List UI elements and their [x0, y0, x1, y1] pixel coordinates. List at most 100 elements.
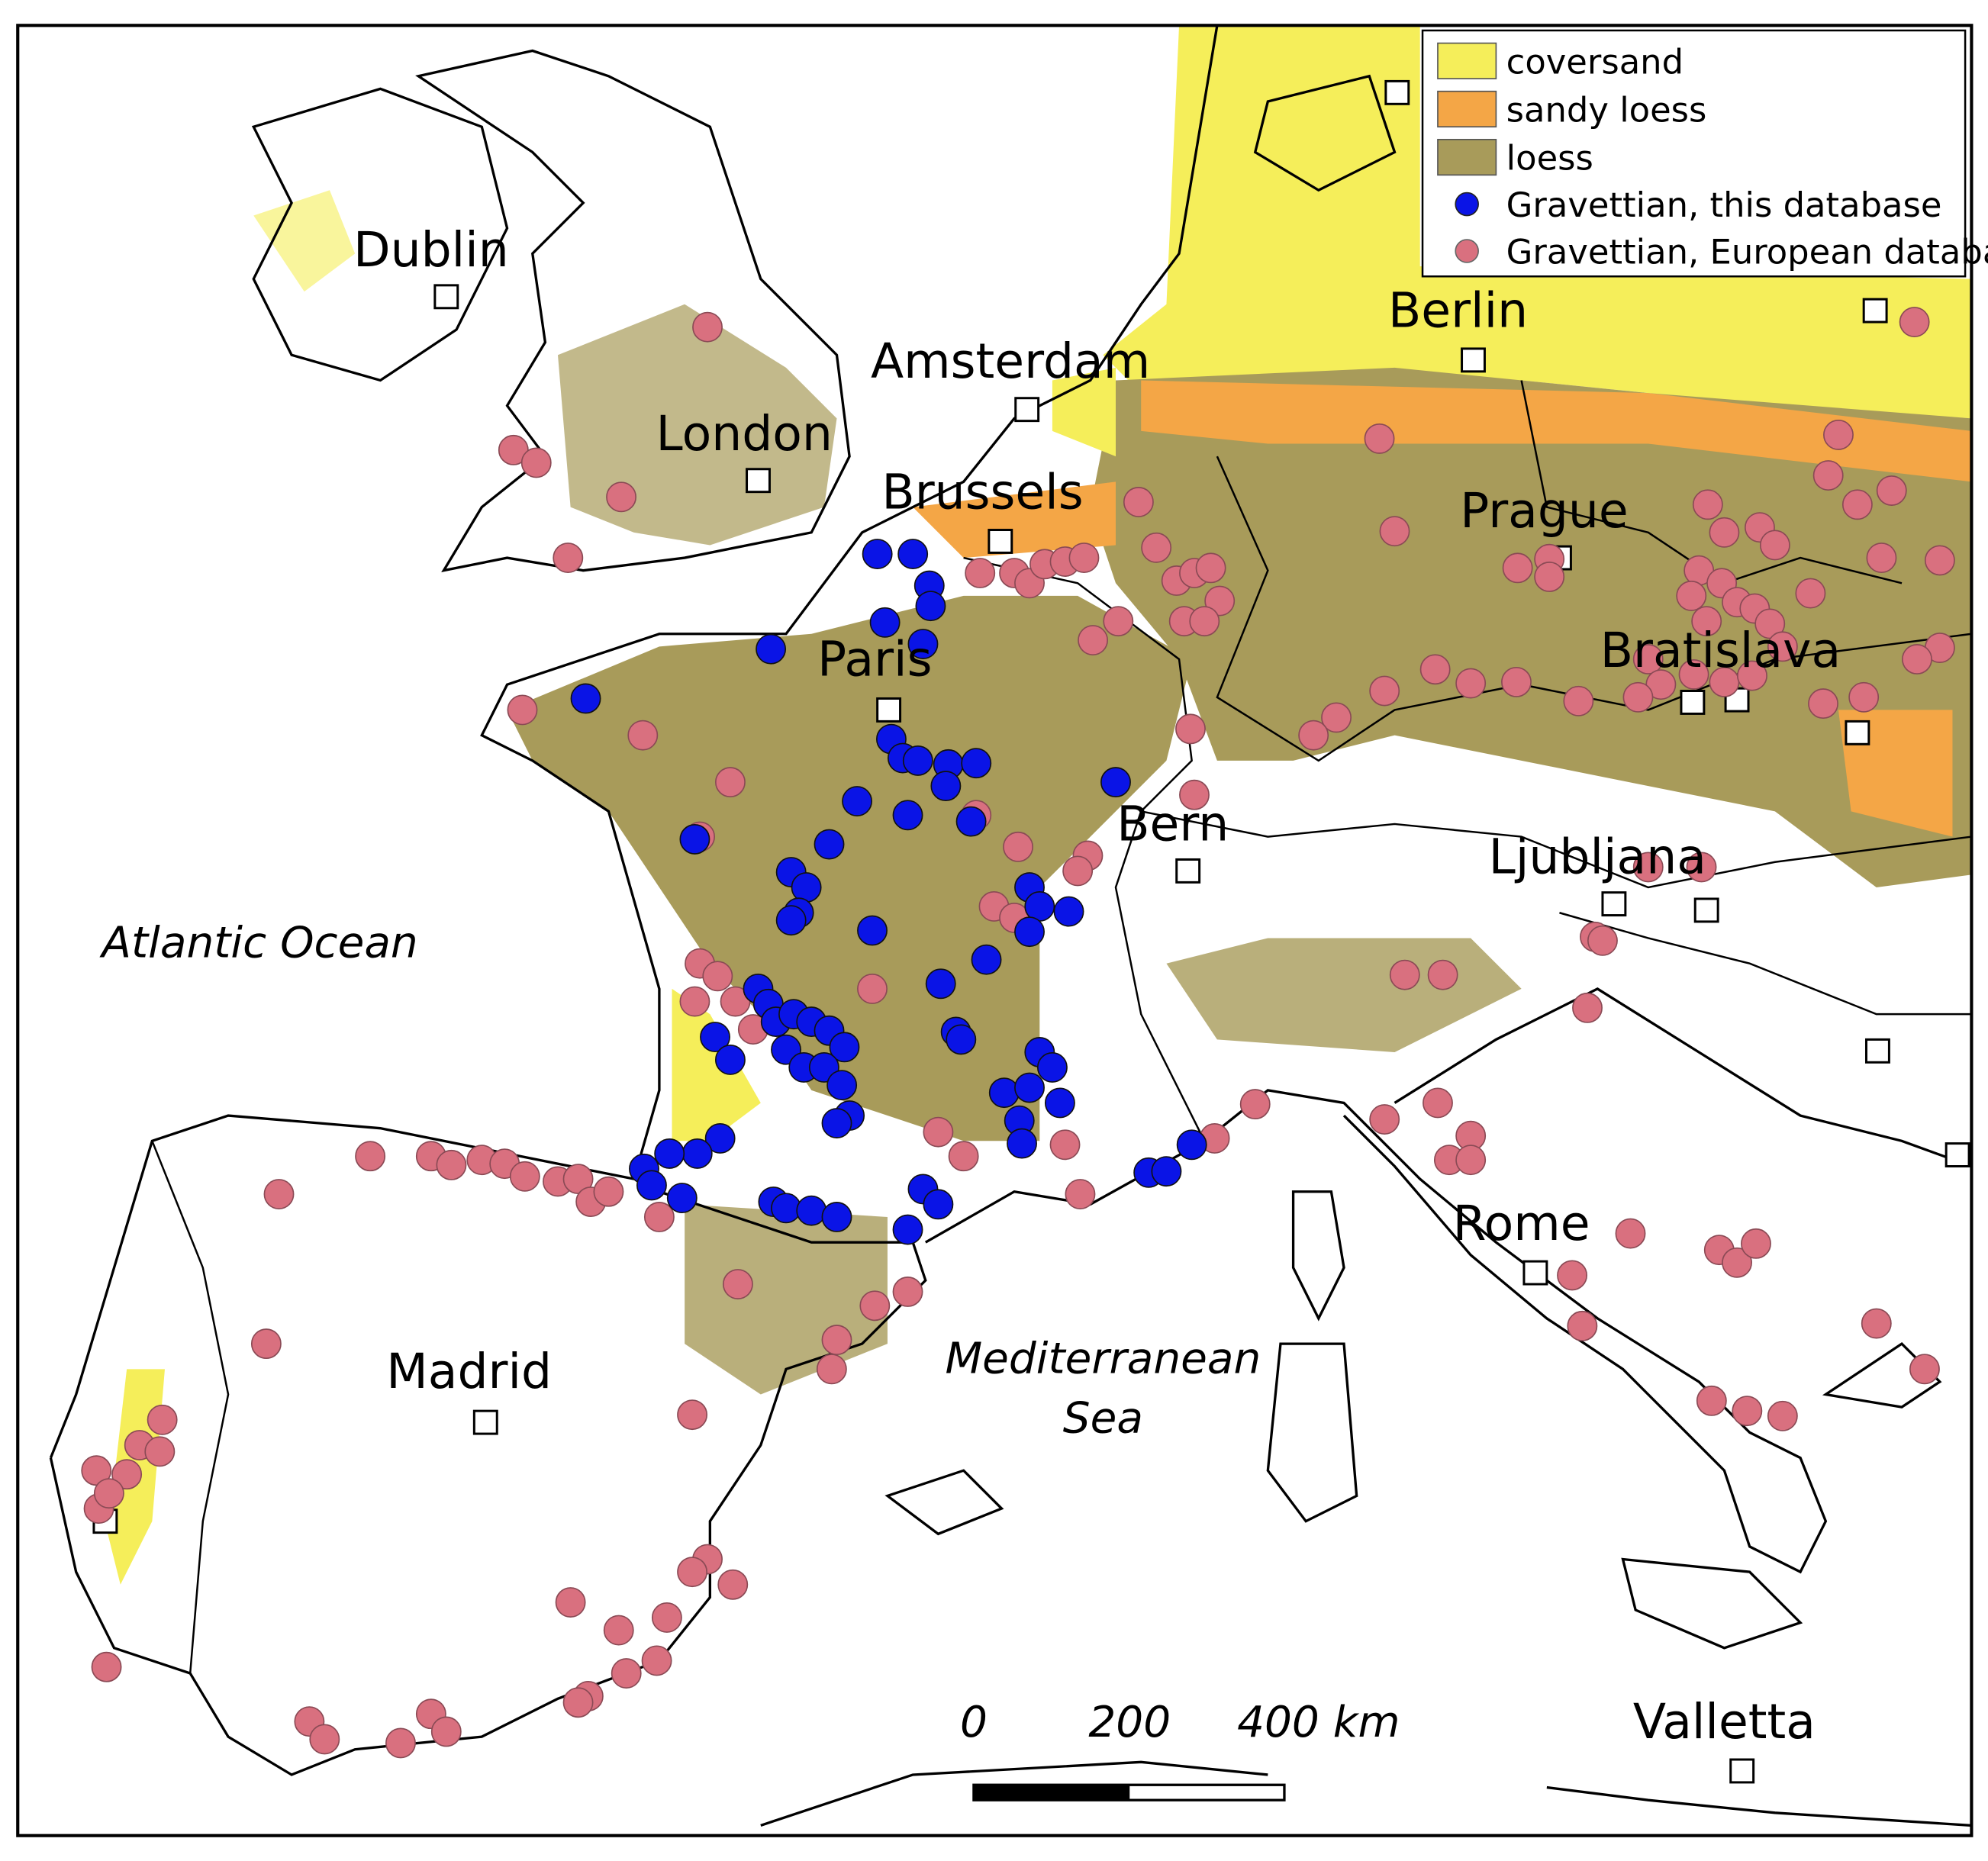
city-labels: Dublin London Amsterdam Brussels Paris Berlin…	[353, 221, 1841, 1750]
capital-square	[1729, 1758, 1755, 1784]
capital-square	[1384, 79, 1410, 105]
scale-label: 0	[960, 1698, 988, 1747]
capital-square	[1014, 397, 1040, 423]
site-european	[1557, 1260, 1588, 1291]
site-european	[1709, 517, 1740, 548]
site-european	[250, 1328, 282, 1360]
site-this-database	[821, 1202, 852, 1232]
city-label: Ljubljana	[1489, 829, 1706, 885]
site-european	[147, 1404, 178, 1435]
site-european	[816, 1354, 847, 1385]
site-european	[1722, 1247, 1752, 1278]
legend-swatch	[1437, 90, 1497, 128]
site-this-database	[775, 905, 807, 936]
site-european	[1068, 543, 1100, 573]
capital-square	[1461, 347, 1486, 373]
site-this-database	[907, 629, 939, 659]
site-european	[611, 1658, 642, 1689]
site-european	[1615, 1218, 1646, 1249]
site-european	[436, 1149, 467, 1180]
capital-square	[472, 1409, 498, 1435]
capital-square	[1693, 897, 1719, 923]
site-this-database	[570, 683, 601, 714]
site-this-database	[771, 1193, 801, 1224]
site-european	[643, 1202, 675, 1232]
site-this-database	[892, 800, 923, 831]
site-european	[1572, 992, 1603, 1023]
site-this-database	[971, 944, 1002, 975]
site-this-database	[796, 1195, 827, 1226]
site-european	[1078, 625, 1109, 655]
city-label: Bratislava	[1600, 622, 1841, 678]
sediment-layer	[108, 25, 1972, 1585]
legend-swatch	[1437, 42, 1497, 79]
ocean-label: Atlantic Ocean	[99, 918, 417, 968]
capital-square	[876, 697, 902, 723]
scale-bar: 0 200 400 km	[960, 1698, 1400, 1801]
site-european	[1501, 666, 1532, 697]
city-label: Brussels	[881, 463, 1083, 520]
site-european	[1795, 578, 1826, 609]
site-european	[1423, 1087, 1453, 1119]
site-european	[1103, 606, 1134, 637]
site-this-database	[704, 1123, 736, 1154]
site-this-database	[654, 1138, 685, 1169]
site-european	[651, 1602, 682, 1633]
site-this-database	[1044, 1087, 1075, 1119]
scale-bar-segment	[973, 1785, 1130, 1801]
sea-label: Sea	[1063, 1393, 1143, 1443]
site-this-database	[826, 1070, 858, 1101]
site-this-database	[814, 829, 845, 860]
site-this-database	[756, 633, 787, 665]
site-european	[1676, 580, 1707, 611]
site-european	[1823, 419, 1854, 450]
site-european	[692, 311, 723, 343]
site-european	[1899, 307, 1930, 337]
site-european	[603, 1615, 634, 1646]
capital-square	[1175, 858, 1201, 884]
city-label: Dublin	[353, 221, 509, 278]
site-european	[1175, 713, 1206, 745]
site-european	[1364, 423, 1395, 454]
site-european	[355, 1141, 386, 1172]
site-european	[1732, 1396, 1763, 1427]
site-this-database	[829, 1032, 860, 1063]
site-european	[430, 1716, 462, 1747]
site-european	[1379, 516, 1410, 547]
site-european	[677, 1399, 708, 1431]
site-this-database	[862, 539, 893, 570]
site-european	[1848, 681, 1880, 713]
site-european	[857, 973, 888, 1004]
city-label: Bern	[1116, 796, 1229, 852]
site-european	[1195, 552, 1226, 584]
capital-square	[988, 529, 1013, 554]
site-european	[111, 1459, 143, 1490]
site-european	[1123, 487, 1154, 517]
city-label: Prague	[1460, 482, 1629, 539]
legend-swatch	[1455, 239, 1479, 263]
site-european	[1419, 654, 1451, 685]
site-european	[679, 986, 710, 1017]
scale-label: 400 km	[1237, 1698, 1400, 1747]
site-european	[1189, 606, 1220, 637]
site-european	[263, 1179, 295, 1209]
site-european	[722, 1269, 753, 1299]
site-european	[1049, 1129, 1081, 1161]
site-european	[1767, 631, 1798, 662]
site-european	[1427, 959, 1458, 990]
site-european	[1369, 1104, 1400, 1135]
site-this-database	[1014, 916, 1045, 948]
legend-label: loess	[1506, 138, 1593, 179]
site-this-database	[636, 1170, 667, 1201]
capital-square	[1865, 1038, 1890, 1064]
site-european	[1369, 675, 1400, 707]
site-this-database	[961, 748, 992, 779]
site-this-database	[955, 806, 987, 837]
coastline	[49, 25, 1972, 1827]
site-european	[717, 1569, 749, 1600]
site-this-database	[897, 539, 929, 570]
site-european	[1567, 1310, 1598, 1341]
site-european	[555, 1587, 586, 1618]
site-european	[821, 1325, 852, 1356]
